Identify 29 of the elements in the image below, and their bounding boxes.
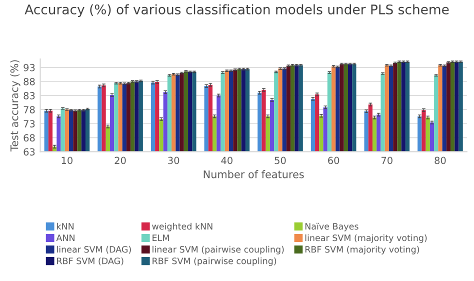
legend-label: ELM (152, 234, 169, 242)
legend-label: ANN (56, 234, 74, 242)
x-axis-title: Number of features (204, 170, 304, 178)
y-tick-label: 78 (24, 106, 35, 114)
legend-label: linear SVM (majority voting) (305, 234, 427, 243)
x-tick-label: 10 (62, 156, 72, 164)
x-tick-label: 30 (168, 156, 180, 164)
x-tick-label: 80 (434, 156, 446, 164)
legend-label: Naïve Bayes (305, 222, 358, 232)
y-tick-label: 68 (24, 134, 35, 142)
x-tick-label: 60 (328, 156, 340, 164)
y-tick-label: 88 (24, 78, 35, 86)
x-tick-label: 50 (274, 156, 286, 164)
legend-label: RBF SVM (pairwise coupling) (152, 257, 276, 266)
y-tick-label: 73 (24, 120, 35, 128)
y-tick-label: 63 (24, 148, 35, 156)
x-tick-label: 20 (114, 156, 126, 164)
y-tick-label: 83 (24, 92, 35, 100)
chart-title: Accuracy (%) of various classification models under PLS scheme (24, 4, 449, 17)
legend-label: weighted kNN (152, 222, 212, 232)
y-tick-label: 93 (24, 64, 35, 72)
legend-label: kNN (57, 222, 74, 230)
legend-label: linear SVM (pairwise coupling) (152, 246, 284, 254)
x-tick-label: 40 (221, 156, 232, 164)
x-tick-label: 70 (382, 156, 392, 164)
legend-label: RBF SVM (majority voting) (305, 246, 420, 254)
legend-label: RBF SVM (DAG) (57, 257, 124, 266)
legend-label: linear SVM (DAG) (57, 246, 131, 254)
y-axis-title: Test accuracy (%) (10, 60, 20, 152)
